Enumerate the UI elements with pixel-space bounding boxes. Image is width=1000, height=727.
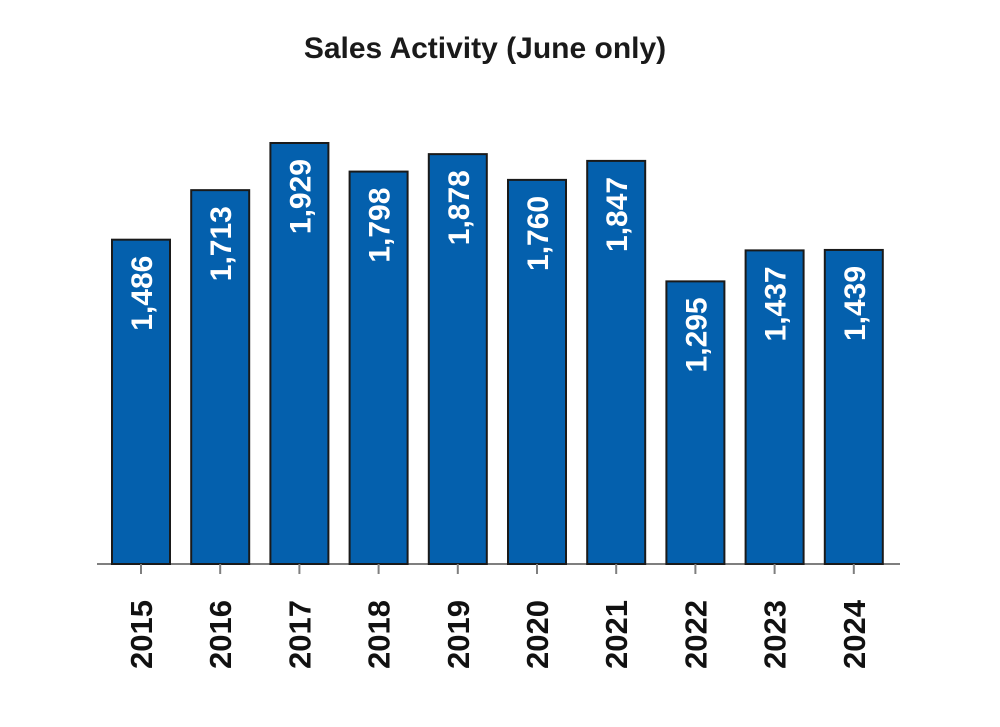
data-label-2024: 1,439 bbox=[839, 266, 872, 341]
data-label-2017: 1,929 bbox=[284, 159, 317, 234]
tick-label-2023: 2023 bbox=[758, 600, 793, 669]
tick-label-2016: 2016 bbox=[203, 600, 238, 669]
data-label-2015: 1,486 bbox=[126, 256, 159, 331]
data-label-2018: 1,798 bbox=[364, 188, 397, 263]
bar-2015 bbox=[111, 238, 171, 565]
tick-label-2024: 2024 bbox=[837, 599, 872, 669]
tick-label-2017: 2017 bbox=[282, 600, 317, 669]
bar-2022 bbox=[665, 280, 726, 565]
tick-label-2018: 2018 bbox=[362, 600, 397, 669]
bar-2019 bbox=[427, 153, 488, 565]
chart-title: Sales Activity (June only) bbox=[303, 32, 667, 65]
tick-label-2020: 2020 bbox=[520, 600, 555, 669]
bar-2018 bbox=[348, 170, 409, 565]
tick-label-2019: 2019 bbox=[441, 600, 476, 669]
tick-label-2015: 2015 bbox=[124, 600, 159, 669]
bar-2023 bbox=[744, 249, 805, 565]
bar-2021 bbox=[586, 159, 647, 565]
data-label-2019: 1,878 bbox=[443, 170, 476, 245]
tick-label-2022: 2022 bbox=[678, 600, 713, 669]
data-label-2023: 1,437 bbox=[760, 266, 793, 341]
data-label-2021: 1,847 bbox=[601, 177, 634, 252]
bar-2020 bbox=[507, 178, 567, 565]
tick-label-2021: 2021 bbox=[599, 600, 634, 669]
bar-2017 bbox=[269, 142, 330, 565]
data-label-2020: 1,760 bbox=[522, 196, 555, 271]
data-label-2016: 1,713 bbox=[205, 206, 238, 281]
data-label-2022: 1,295 bbox=[680, 297, 713, 372]
